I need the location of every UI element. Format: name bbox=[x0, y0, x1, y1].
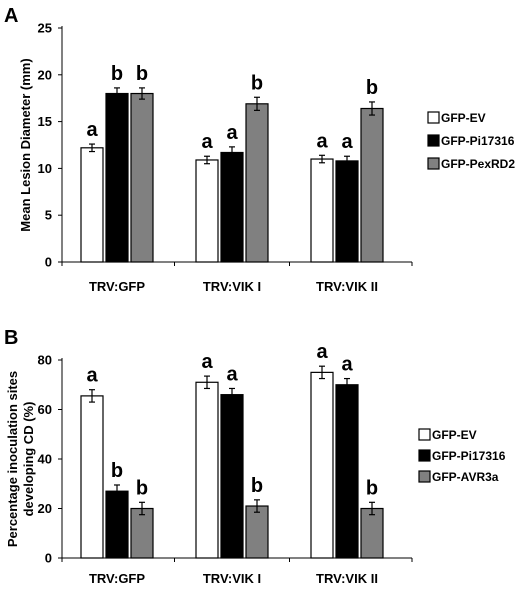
panel-b-legend-swatch bbox=[418, 470, 431, 483]
panel-a-category-label: TRV:GFP bbox=[89, 279, 145, 294]
panel-a-bar bbox=[130, 92, 154, 263]
panel-a-y-tick-label: 25 bbox=[38, 21, 52, 36]
panel-a-legend-swatch bbox=[427, 111, 440, 124]
panel-b-legend-label: GFP-AVR3a bbox=[432, 470, 499, 484]
panel-a-y-tick-label: 15 bbox=[38, 114, 52, 129]
panel-a-significance-label: a bbox=[316, 130, 328, 152]
panel-b-bar bbox=[105, 490, 129, 559]
panel-a-bar bbox=[310, 158, 334, 263]
panel-a-legend-label: GFP-PexRD2 bbox=[441, 157, 515, 171]
panel-a-legend-swatch bbox=[427, 157, 440, 170]
panel-a-y-tick-label: 5 bbox=[45, 208, 52, 223]
panel-b-significance-label: b bbox=[251, 475, 263, 497]
panel-b-category-label: TRV:GFP bbox=[89, 571, 145, 586]
panel-b-y-tick-label: 80 bbox=[38, 353, 52, 368]
panel-b-significance-label: b bbox=[111, 460, 123, 482]
panel-b-significance-label: b bbox=[366, 477, 378, 499]
panel-b-legend-swatch bbox=[418, 428, 431, 441]
panel-b-legend-label: GFP-Pi17316 bbox=[432, 449, 506, 463]
panel-a-bar bbox=[335, 160, 359, 263]
panel-a-significance-label: a bbox=[341, 131, 353, 153]
panel-b-significance-label: a bbox=[316, 341, 328, 363]
panel-a-significance-label: a bbox=[226, 122, 238, 144]
panel-a-y-tick-label: 0 bbox=[45, 255, 52, 270]
panel-b-significance-label: b bbox=[136, 477, 148, 499]
panel-b-significance-label: a bbox=[201, 351, 213, 373]
panel-a-legend-swatch bbox=[427, 134, 440, 147]
panel-b-significance-label: a bbox=[341, 354, 353, 376]
panel-b-bar bbox=[130, 507, 154, 559]
panel-b-bar bbox=[310, 371, 334, 559]
panel-a-significance-label: b bbox=[136, 63, 148, 85]
panel-a-significance-label: b bbox=[111, 63, 123, 85]
panel-a-bar bbox=[80, 147, 104, 263]
panel-b-y-tick-label: 40 bbox=[38, 452, 52, 467]
panel-a-category-label: TRV:VIK I bbox=[203, 279, 261, 294]
panel-b-bar bbox=[245, 505, 269, 559]
panel-b-legend-swatch bbox=[418, 449, 431, 462]
panel-a-significance-label: a bbox=[86, 119, 98, 141]
panel-b-category-label: TRV:VIK I bbox=[203, 571, 261, 586]
panel-a-y-tick-label: 10 bbox=[38, 161, 52, 176]
panel-a-letter: A bbox=[4, 5, 18, 27]
panel-b-y-tick-label: 20 bbox=[38, 501, 52, 516]
panel-a-category-label: TRV:VIK II bbox=[316, 279, 378, 294]
panel-b-bar bbox=[80, 395, 104, 559]
panel-a-legend-label: GFP-EV bbox=[441, 111, 486, 125]
panel-b-bar bbox=[360, 507, 384, 559]
panel-a-y-tick-label: 20 bbox=[38, 67, 52, 82]
panel-b-significance-label: a bbox=[226, 363, 238, 385]
panel-b-bar bbox=[195, 381, 219, 559]
panel-b: B Percentage inoculation sites developing … bbox=[4, 327, 506, 586]
panel-b-significance-label: a bbox=[86, 365, 98, 387]
panel-a-bar bbox=[105, 92, 129, 263]
panel-b-y-tick-label: 0 bbox=[45, 551, 52, 566]
panel-a-bar bbox=[220, 151, 244, 263]
panel-a-significance-label: a bbox=[201, 131, 213, 153]
panel-b-legend-label: GFP-EV bbox=[432, 428, 477, 442]
panel-a-bar bbox=[245, 103, 269, 263]
panel-b-letter: B bbox=[4, 327, 18, 349]
panel-b-y-axis-title-line-2: developing CD (%) bbox=[21, 402, 36, 517]
panel-b-y-tick-label: 60 bbox=[38, 402, 52, 417]
panel-b-y-axis-title-line-1: Percentage inoculation sites bbox=[5, 371, 20, 547]
panel-a-bar bbox=[195, 159, 219, 263]
panel-b-bar bbox=[220, 394, 244, 559]
panel-a-legend-label: GFP-Pi17316 bbox=[441, 134, 515, 148]
panel-a-significance-label: b bbox=[251, 72, 263, 94]
panel-a-significance-label: b bbox=[366, 77, 378, 99]
panel-b-bar bbox=[335, 384, 359, 559]
panel-a-bar bbox=[360, 107, 384, 263]
panel-a-y-axis-title: Mean Lesion Diameter (mm) bbox=[18, 58, 33, 231]
panel-b-category-label: TRV:VIK II bbox=[316, 571, 378, 586]
